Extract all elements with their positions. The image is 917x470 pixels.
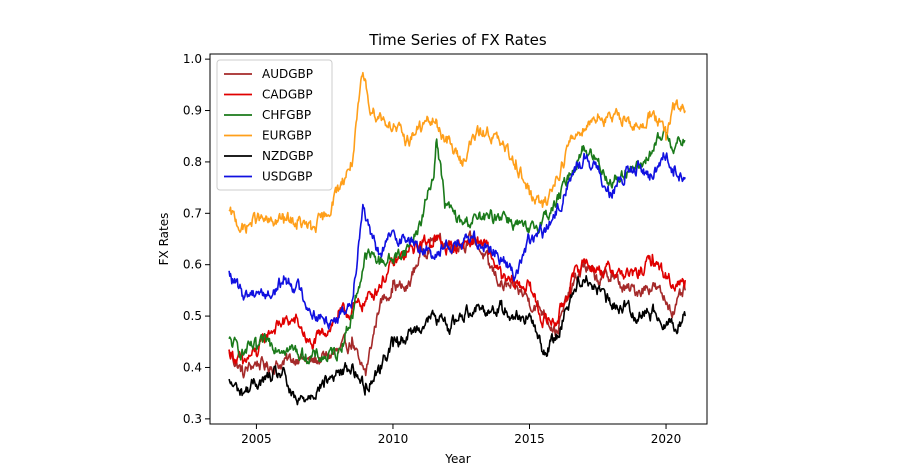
- y-axis-label: FX Rates: [157, 213, 171, 266]
- chart-title: Time Series of FX Rates: [368, 31, 547, 49]
- legend-label-eurgbp: EURGBP: [262, 129, 311, 143]
- legend: AUDGBP CADGBP CHFGBP EURGBP NZDGBP USDGBP: [216, 59, 333, 191]
- x-axis-label: Year: [444, 452, 470, 466]
- series-line-usdgbp: [228, 152, 686, 330]
- y-tick-label: 1.0: [183, 52, 202, 66]
- x-tick-label: 2015: [514, 432, 545, 446]
- legend-label-chfgbp: CHFGBP: [262, 108, 311, 122]
- legend-label-nzdgbp: NZDGBP: [262, 149, 313, 163]
- plot-frame: [209, 53, 708, 425]
- y-tick-label: 0.5: [183, 309, 202, 323]
- y-tick-label: 0.6: [183, 258, 202, 272]
- x-tick-label: 2010: [378, 432, 409, 446]
- x-tick-label: 2020: [651, 432, 682, 446]
- series-line-eurgbp: [228, 71, 686, 234]
- y-tick-label: 0.8: [183, 155, 202, 169]
- legend-label-usdgbp: USDGBP: [262, 170, 312, 184]
- series-line-chfgbp: [228, 127, 686, 365]
- y-tick-label: 0.3: [183, 412, 202, 426]
- series-line-cadgbp: [228, 234, 686, 365]
- y-tick-label: 0.9: [183, 104, 202, 118]
- x-tick-label: 2005: [241, 432, 272, 446]
- legend-label-cadgbp: CADGBP: [262, 88, 313, 102]
- legend-label-audgbp: AUDGBP: [262, 67, 313, 81]
- series-line-nzdgbp: [228, 274, 686, 406]
- legend-box: [216, 59, 333, 191]
- plot-lines: [228, 71, 686, 406]
- x-axis: 2005 2010 2015 2020: [241, 424, 681, 446]
- y-tick-label: 0.4: [183, 360, 202, 374]
- y-tick-label: 0.7: [183, 206, 202, 220]
- y-axis: 0.3 0.4 0.5 0.6 0.7 0.8 0.9 1.0: [183, 52, 210, 426]
